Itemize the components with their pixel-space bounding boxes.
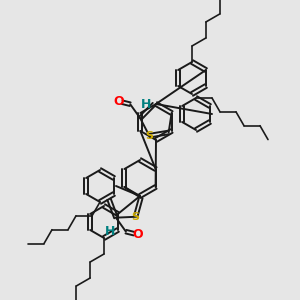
- Text: O: O: [133, 228, 143, 241]
- Text: S: S: [145, 131, 153, 141]
- Text: H: H: [105, 225, 115, 238]
- Text: S: S: [132, 212, 140, 222]
- Text: H: H: [141, 98, 152, 111]
- Text: O: O: [113, 95, 124, 108]
